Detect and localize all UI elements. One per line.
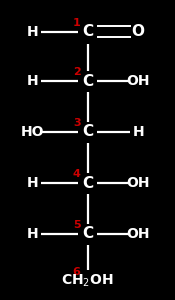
Text: 3: 3 (73, 118, 80, 128)
Text: OH: OH (127, 176, 150, 190)
Text: C: C (82, 124, 93, 140)
Text: 4: 4 (73, 169, 80, 179)
Text: OH: OH (127, 227, 150, 241)
Text: 6: 6 (73, 267, 80, 277)
Text: HO: HO (21, 125, 44, 139)
Text: 2: 2 (73, 68, 80, 77)
Text: CH$_2$OH: CH$_2$OH (61, 272, 114, 289)
Text: 5: 5 (73, 220, 80, 230)
Text: C: C (82, 176, 93, 190)
Text: H: H (27, 25, 38, 38)
Text: O: O (132, 24, 145, 39)
Text: C: C (82, 24, 93, 39)
Text: OH: OH (127, 74, 150, 88)
Text: H: H (27, 74, 38, 88)
Text: C: C (82, 226, 93, 242)
Text: H: H (132, 125, 144, 139)
Text: H: H (27, 176, 38, 190)
Text: H: H (27, 227, 38, 241)
Text: C: C (82, 74, 93, 88)
Text: 1: 1 (73, 18, 80, 28)
